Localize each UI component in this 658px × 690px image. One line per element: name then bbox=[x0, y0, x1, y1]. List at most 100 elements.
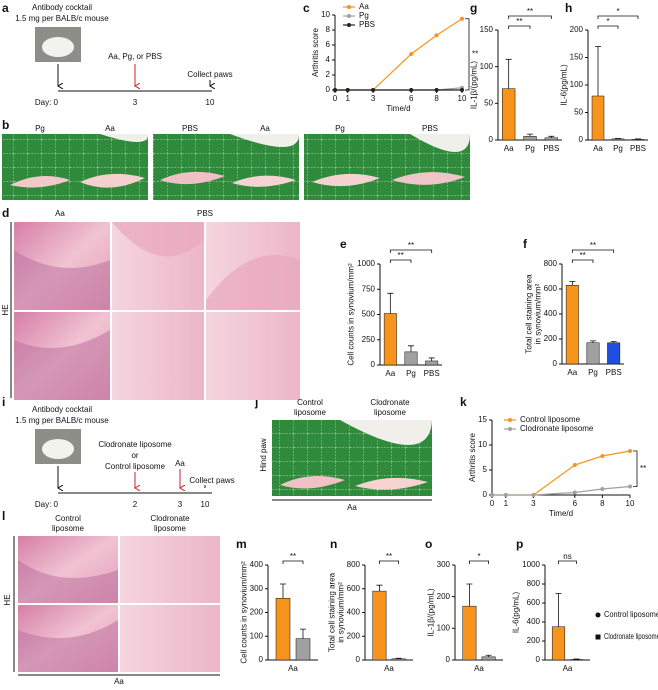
x-tick-label: 10 bbox=[458, 94, 467, 103]
error-bar bbox=[408, 346, 414, 352]
significance-bracket bbox=[598, 26, 618, 29]
timeline-text: Collect paws bbox=[189, 476, 234, 485]
timeline-text: or bbox=[131, 451, 138, 460]
timeline-i: Antibody cocktail 1.5 mg per BALB/c mous… bbox=[15, 405, 234, 509]
photo-label: Aa bbox=[260, 124, 270, 133]
mouse bbox=[42, 37, 74, 57]
timeline-day: 10 bbox=[201, 500, 210, 509]
x-tick-label: 0 bbox=[333, 94, 338, 103]
y-tick-label: 50 bbox=[574, 108, 583, 117]
bar bbox=[552, 627, 565, 660]
legend-marker bbox=[347, 23, 351, 27]
bar bbox=[607, 343, 619, 364]
significance-bracket bbox=[469, 561, 488, 564]
point bbox=[371, 88, 375, 92]
panel-label: g bbox=[470, 1, 477, 15]
histology-label: Clodronate bbox=[150, 514, 190, 523]
y-tick-label: 250 bbox=[362, 335, 376, 344]
y-tick-label: 0 bbox=[371, 360, 376, 369]
panel-label: f bbox=[523, 237, 528, 251]
y-tick-label: 600 bbox=[347, 584, 361, 593]
significance-label: ** bbox=[472, 49, 478, 58]
point bbox=[531, 493, 535, 497]
x-tick-label: 3 bbox=[371, 94, 376, 103]
point bbox=[435, 88, 439, 92]
timeline-text: 1.5 mg per BALB/c mouse bbox=[15, 14, 109, 23]
significance-label: * bbox=[616, 7, 619, 16]
y-tick-label: 8 bbox=[326, 25, 331, 34]
legend-label: Control liposome bbox=[604, 610, 658, 619]
photo-label: PBS bbox=[182, 124, 198, 133]
legend-label: PBS bbox=[359, 20, 375, 29]
y-tick-label: 15 bbox=[478, 415, 487, 424]
bar bbox=[405, 352, 417, 365]
bar bbox=[612, 139, 624, 140]
x-axis-label: Time/d bbox=[386, 104, 410, 113]
x-tick-label: PBS bbox=[424, 369, 440, 378]
x-tick-label: Pg bbox=[525, 144, 535, 153]
point bbox=[460, 88, 464, 92]
significance-label: ** bbox=[527, 7, 533, 16]
panel-label: k bbox=[460, 395, 467, 409]
significance-label: * bbox=[477, 552, 480, 561]
panel-label: e bbox=[340, 237, 347, 251]
point bbox=[346, 88, 350, 92]
bar bbox=[566, 285, 578, 364]
panel-label: d bbox=[2, 206, 9, 220]
x-tick-label: Aa bbox=[385, 369, 395, 378]
bar bbox=[482, 657, 495, 660]
significance-label: ** bbox=[580, 251, 586, 260]
bar bbox=[296, 639, 310, 660]
y-tick-label: 0 bbox=[446, 655, 451, 664]
bar bbox=[587, 343, 599, 364]
line bbox=[492, 487, 630, 496]
significance-bracket bbox=[572, 250, 613, 253]
y-tick-label: 0 bbox=[326, 85, 331, 94]
y-axis-label: IL-6(pg/mL) bbox=[512, 591, 521, 633]
legend-marker bbox=[347, 14, 351, 18]
point bbox=[628, 449, 632, 453]
point bbox=[504, 493, 508, 497]
micrograph bbox=[120, 605, 220, 672]
panel-label: b bbox=[2, 118, 9, 132]
y-tick-label: 750 bbox=[362, 284, 376, 293]
x-tick-label: PBS bbox=[630, 144, 646, 153]
timeline-text: Clodronate liposome bbox=[98, 440, 172, 449]
point bbox=[333, 88, 337, 92]
y-tick-label: 100 bbox=[250, 631, 264, 640]
x-tick-label: 1 bbox=[504, 499, 509, 508]
photos-b: Pg Aa PBS Aa Pg PBS bbox=[2, 124, 470, 200]
error-bar bbox=[569, 282, 575, 286]
y-tick-label: 150 bbox=[480, 25, 494, 34]
histology-label: Aa bbox=[55, 209, 65, 218]
photo-label: liposome bbox=[374, 408, 407, 417]
bar bbox=[524, 136, 537, 140]
x-tick-label: 8 bbox=[434, 94, 439, 103]
legend-label: Control liposome bbox=[520, 415, 581, 424]
stain-label: HE bbox=[3, 594, 12, 605]
timeline-text: Antibody cocktail bbox=[32, 3, 92, 12]
x-axis-label: Time/d bbox=[549, 509, 573, 518]
error-bar bbox=[280, 584, 286, 598]
y-axis-label: Total cell staining area bbox=[327, 572, 336, 652]
y-tick-label: 50 bbox=[484, 98, 493, 107]
legend-label: Clodronate liposome bbox=[520, 424, 594, 433]
photo-label: PBS bbox=[422, 124, 438, 133]
y-tick-label: 0 bbox=[579, 135, 584, 144]
line bbox=[335, 19, 462, 90]
histology-label: PBS bbox=[197, 209, 213, 218]
timeline-day: Day: 0 bbox=[35, 500, 59, 509]
x-tick-label: Aa bbox=[384, 664, 394, 673]
y-tick-label: 10 bbox=[478, 440, 487, 449]
y-tick-label: 1000 bbox=[357, 259, 375, 268]
mouse bbox=[42, 439, 74, 459]
point bbox=[490, 493, 494, 497]
point bbox=[600, 487, 604, 491]
y-axis-label: in synovium/mm² bbox=[336, 582, 345, 643]
photo-group: Aa bbox=[347, 503, 357, 512]
panel-label: i bbox=[2, 395, 5, 409]
y-tick-label: 500 bbox=[362, 310, 376, 319]
bar bbox=[545, 138, 558, 140]
point bbox=[435, 33, 439, 37]
timeline-text: Aa, Pg, or PBS bbox=[108, 52, 162, 61]
